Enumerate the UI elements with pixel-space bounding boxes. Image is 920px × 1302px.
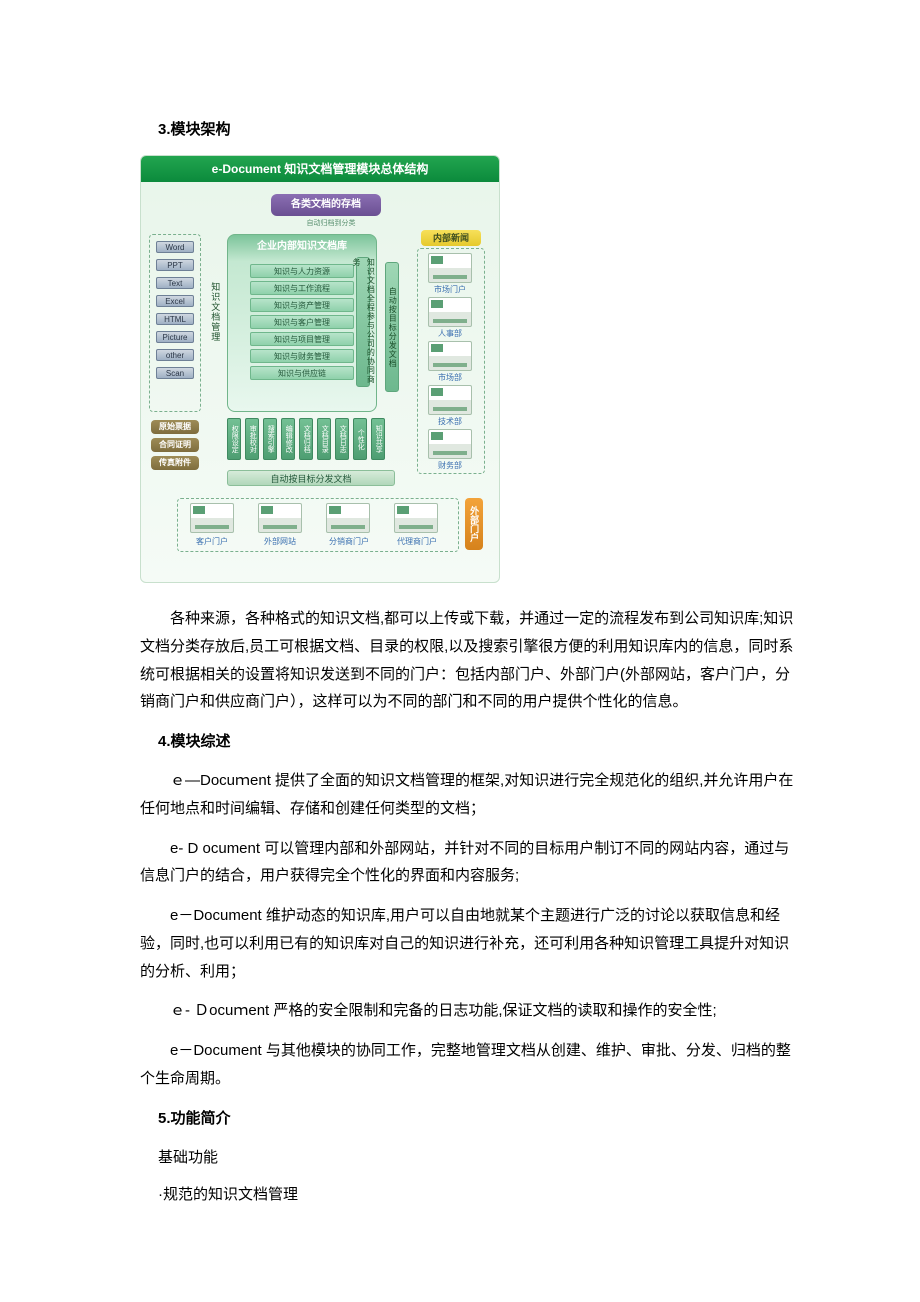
right-pill-1: 知识文档全程参与公司的协同商务 <box>356 257 370 387</box>
pill: 文档归档 <box>299 418 313 460</box>
brown-tag: 合同证明 <box>151 438 199 452</box>
file-tag: Word <box>156 241 194 253</box>
thumb <box>394 503 438 533</box>
paragraph: 各种来源，各种格式的知识文档,都可以上传或下载，并通过一定的流程发布到公司知识库… <box>140 605 800 716</box>
pill: 权限设定 <box>227 418 241 460</box>
pill: 编辑修改 <box>281 418 295 460</box>
thumb <box>428 297 472 327</box>
thumb <box>428 429 472 459</box>
thumb-label: 技术部 <box>428 415 472 429</box>
thumb-label: 外部网站 <box>258 535 302 549</box>
thumb-label: 客户门户 <box>190 535 234 549</box>
file-tag: HTML <box>156 313 194 325</box>
architecture-diagram: e-Document 知识文档管理模块总体结构 各类文档的存档 自动归档到分类 … <box>140 155 500 583</box>
pill: 搜索引擎 <box>263 418 277 460</box>
file-tag: Picture <box>156 331 194 343</box>
knowledge-row: 知识与项目管理 <box>250 332 354 346</box>
bullet: 基础功能 <box>158 1144 800 1171</box>
knowledge-row: 知识与供应链 <box>250 366 354 380</box>
external-vlabel: 外部门户 <box>465 498 483 550</box>
bottom-bar: 自动按目标分发文档 <box>227 470 395 486</box>
thumb-label: 分销商门户 <box>322 535 376 549</box>
right-pill-2: 自动按目标分发文档 <box>385 262 399 392</box>
external-thumbs-group: 客户门户 外部网站 分销商门户 代理商门户 <box>177 498 459 552</box>
knowledge-row: 知识与人力资源 <box>250 264 354 278</box>
knowledge-row: 知识与工作流程 <box>250 281 354 295</box>
bottom-pills: 权限设定 审批校对 搜索引擎 编辑修改 文档归档 文档目录 文档日志 个性化 知… <box>227 418 395 462</box>
knowledge-row: 知识与客户管理 <box>250 315 354 329</box>
file-tag: Text <box>156 277 194 289</box>
thumb-label: 人事部 <box>428 327 472 341</box>
internal-thumbs-group: 市场门户 人事部 市场部 技术部 财务部 <box>417 248 485 474</box>
thumb <box>428 341 472 371</box>
pill: 个性化 <box>353 418 367 460</box>
top-sub: 自动归档到分类 <box>291 218 371 231</box>
thumb-label: 代理商门户 <box>390 535 444 549</box>
file-tag: PPT <box>156 259 194 271</box>
thumb <box>326 503 370 533</box>
file-tag: other <box>156 349 194 361</box>
top-box: 各类文档的存档 <box>271 194 381 216</box>
knowledge-row: 知识与资产管理 <box>250 298 354 312</box>
pill: 文档日志 <box>335 418 349 460</box>
brown-tag: 传真附件 <box>151 456 199 470</box>
thumb <box>190 503 234 533</box>
paragraph: e－Document 与其他模块的协同工作，完整地管理文档从创建、维护、审批、分… <box>140 1037 800 1093</box>
paragraph: e－Document 维护动态的知识库,用户可以自由地就某个主题进行广泛的讨论以… <box>140 902 800 985</box>
thumb <box>258 503 302 533</box>
thumb <box>428 253 472 283</box>
file-types-group: Word PPT Text Excel HTML Picture other S… <box>149 234 201 412</box>
pill: 知识共享 <box>371 418 385 460</box>
heading-3: 3.模块架构 <box>158 116 800 143</box>
pill: 文档目录 <box>317 418 331 460</box>
file-tag: Excel <box>156 295 194 307</box>
diagram-title: e-Document 知识文档管理模块总体结构 <box>141 156 499 182</box>
knowledge-row: 知识与财务管理 <box>250 349 354 363</box>
thumb <box>428 385 472 415</box>
thumb-label: 市场门户 <box>428 283 472 297</box>
file-tag: Scan <box>156 367 194 379</box>
pill: 审批校对 <box>245 418 259 460</box>
bullet: ·规范的知识文档管理 <box>158 1181 800 1208</box>
inner-panel: 企业内部知识文档库 知识与人力资源 知识与工作流程 知识与资产管理 知识与客户管… <box>227 234 377 412</box>
brown-tag: 原始票据 <box>151 420 199 434</box>
inner-title: 企业内部知识文档库 <box>228 235 376 259</box>
paragraph: ｅ—Docuｍent 提供了全面的知识文档管理的框架,对知识进行完全规范化的组织… <box>140 767 800 823</box>
left-vlabel: 知识文档管理 <box>207 272 223 352</box>
heading-4: 4.模块综述 <box>158 728 800 755</box>
thumb-label: 市场部 <box>428 371 472 385</box>
paragraph: e- D ocument 可以管理内部和外部网站，并针对不同的目标用户制订不同的… <box>140 835 800 891</box>
thumb-label: 财务部 <box>428 459 472 473</box>
internal-news-header: 内部新闻 <box>421 230 481 246</box>
heading-5: 5.功能简介 <box>158 1105 800 1132</box>
paragraph: ｅ- Ｄocuｍent 严格的安全限制和完备的日志功能,保证文档的读取和操作的安… <box>140 997 800 1025</box>
